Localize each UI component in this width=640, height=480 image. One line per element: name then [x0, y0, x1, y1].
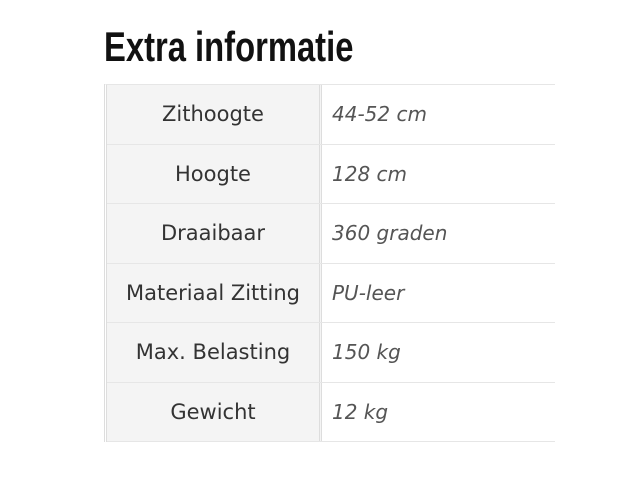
spec-value: 44-52 cm: [332, 102, 427, 127]
table-row: Materiaal Zitting PU-leer: [107, 263, 555, 323]
specs-table: Zithoogte 44-52 cm Hoogte 128 cm Draaibaar…: [104, 84, 555, 442]
spec-label: Draaibaar: [107, 204, 322, 263]
table-row: Max. Belasting 150 kg: [107, 323, 555, 383]
spec-label: Hoogte: [107, 144, 322, 203]
spec-label: Zithoogte: [107, 85, 322, 144]
spec-value: 150 kg: [332, 340, 401, 365]
table-row: Gewicht 12 kg: [107, 382, 555, 442]
table-row: Zithoogte 44-52 cm: [107, 85, 555, 145]
table-row: Draaibaar 360 graden: [107, 204, 555, 264]
spec-label: Max. Belasting: [107, 323, 322, 382]
spec-label: Gewicht: [107, 382, 322, 441]
section-title: Extra informatie: [104, 23, 354, 70]
spec-label: Materiaal Zitting: [107, 263, 322, 322]
spec-value: PU-leer: [332, 280, 405, 305]
spec-value: 128 cm: [332, 161, 408, 186]
spec-value: 360 graden: [332, 221, 448, 246]
spec-value: 12 kg: [332, 399, 389, 424]
table-row: Hoogte 128 cm: [107, 144, 555, 204]
